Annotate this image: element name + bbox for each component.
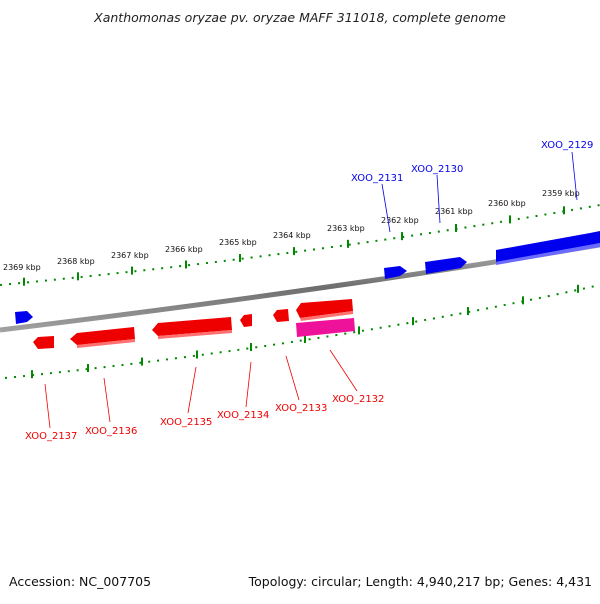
forward-strand-genes	[15, 231, 600, 324]
gene-label-xoo-2129[interactable]: XOO_2129	[541, 140, 593, 151]
gene-label-xoo-2132[interactable]: XOO_2132	[332, 394, 384, 405]
tick-label: 2364 kbp	[273, 231, 311, 240]
gene-label-xoo-2135[interactable]: XOO_2135	[160, 417, 212, 428]
gene-label-xoo-2137[interactable]: XOO_2137	[25, 431, 77, 442]
forward-label-leaders	[381, 151, 578, 233]
gene-label-xoo-2130[interactable]: XOO_2130	[411, 164, 463, 175]
tick-label: 2367 kbp	[111, 251, 149, 260]
page-title: Xanthomonas oryzae pv. oryzae MAFF 31101…	[94, 10, 506, 25]
accession-info: Accession: NC_007705	[9, 574, 152, 589]
gene-label-xoo-2134[interactable]: XOO_2134	[217, 410, 269, 421]
gene-arrow-xoo-2132-highlight[interactable]	[296, 318, 355, 337]
gene-arrow-xoo-2132-shadow	[300, 311, 353, 321]
gene-arrow-xoo-2136-shadow	[77, 339, 135, 348]
tick-label: 2359 kbp	[542, 189, 580, 198]
topology-info: Topology: circular; Length: 4,940,217 bp…	[248, 574, 592, 589]
gene-arrow-xoo-2135-shadow	[158, 330, 232, 339]
gene-arrow-forward[interactable]	[496, 243, 600, 265]
gene-arrow-xoo-2137[interactable]	[33, 336, 54, 349]
gene-arrow-xoo-2133[interactable]	[273, 309, 289, 322]
tick-label: 2361 kbp	[435, 207, 473, 216]
forward-gene-labels: XOO_2129 XOO_2130 XOO_2131	[351, 140, 593, 184]
tick-label: 2363 kbp	[327, 224, 365, 233]
reverse-label-leaders	[44, 349, 358, 429]
gene-label-xoo-2133[interactable]: XOO_2133	[275, 403, 327, 414]
tick-label: 2368 kbp	[57, 257, 95, 266]
gene-arrow-xoo-2131[interactable]	[384, 266, 407, 279]
gene-arrow-xoo-2132[interactable]	[296, 299, 353, 318]
forward-scale-ticks	[23, 206, 565, 286]
gene-arrow-forward-small[interactable]	[15, 311, 33, 324]
gene-arrow-forward[interactable]	[496, 231, 600, 262]
tick-label: 2365 kbp	[219, 238, 257, 247]
gene-label-xoo-2131[interactable]: XOO_2131	[351, 173, 403, 184]
tick-label: 2366 kbp	[165, 245, 203, 254]
gene-arrow-xoo-2135[interactable]	[152, 317, 232, 336]
tick-label: 2360 kbp	[488, 199, 526, 208]
reverse-strand-genes	[33, 299, 355, 349]
tick-label: 2362 kbp	[381, 216, 419, 225]
gene-arrow-xoo-2136[interactable]	[70, 327, 135, 345]
gene-label-xoo-2136[interactable]: XOO_2136	[85, 426, 137, 437]
reverse-scale-ticks	[31, 284, 579, 379]
scale-tick-labels: 2359 kbp 2360 kbp 2361 kbp 2362 kbp 2363…	[3, 189, 580, 272]
reverse-gene-labels: XOO_2132 XOO_2133 XOO_2134 XOO_2135 XOO_…	[25, 394, 384, 442]
tick-label: 2369 kbp	[3, 263, 41, 272]
gene-arrow-xoo-2130[interactable]	[425, 257, 467, 274]
gene-arrow-xoo-2134[interactable]	[240, 314, 252, 327]
reverse-scale-track	[4, 284, 600, 379]
